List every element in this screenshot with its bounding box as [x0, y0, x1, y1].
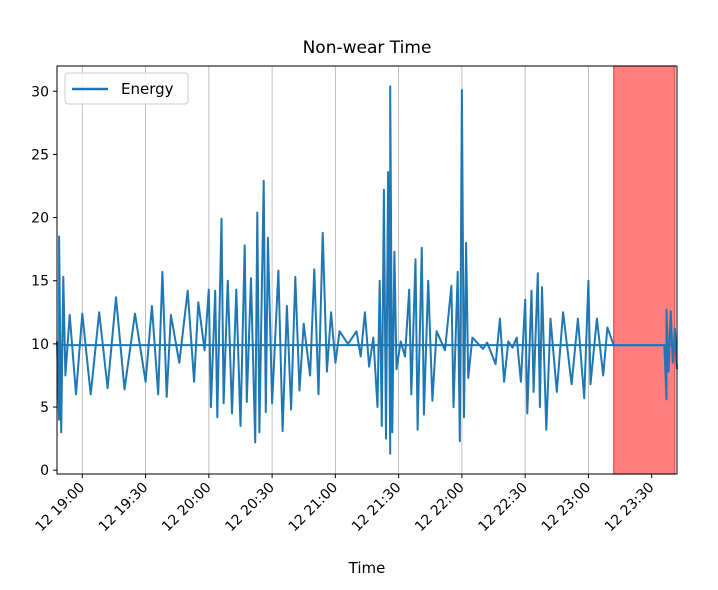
x-tick-label: 12 20:00	[159, 480, 215, 536]
x-axis-title: Time	[348, 559, 386, 577]
x-axis: 12 19:00 12 19:30 12 20:00 12 20:30 12 21:00…	[33, 474, 658, 535]
legend-label-energy: Energy	[121, 80, 174, 98]
chart-title: Non-wear Time	[303, 38, 432, 58]
y-tick-label: 5	[40, 400, 49, 416]
x-tick-label: 12 19:30	[96, 480, 152, 536]
grid-layer	[81, 66, 653, 474]
nonwear-period	[613, 65, 676, 475]
series-layer	[56, 85, 678, 455]
x-tick-label: 12 21:30	[349, 480, 405, 536]
x-tick-label: 12 20:30	[222, 480, 278, 536]
y-tick-label: 20	[31, 211, 49, 227]
y-tick-label: 25	[31, 147, 49, 163]
x-tick-label: 12 21:00	[286, 480, 342, 536]
y-axis: 0 5 10 15 20 25 30	[31, 84, 57, 479]
y-tick-label: 0	[40, 463, 49, 479]
x-tick-label: 12 22:30	[475, 480, 531, 536]
y-tick-label: 10	[31, 337, 49, 353]
legend: Energy	[64, 72, 189, 105]
x-tick-label: 12 23:30	[602, 480, 658, 536]
x-tick-label: 12 19:00	[33, 480, 89, 536]
x-tick-label: 12 23:00	[539, 480, 595, 536]
series-line-energy	[56, 85, 678, 455]
y-tick-label: 30	[31, 84, 49, 100]
plot-frame	[56, 65, 678, 475]
nonwear-layer	[613, 65, 676, 475]
y-tick-label: 15	[31, 274, 49, 290]
legend-box	[64, 72, 189, 105]
x-tick-label: 12 22:00	[412, 480, 468, 536]
